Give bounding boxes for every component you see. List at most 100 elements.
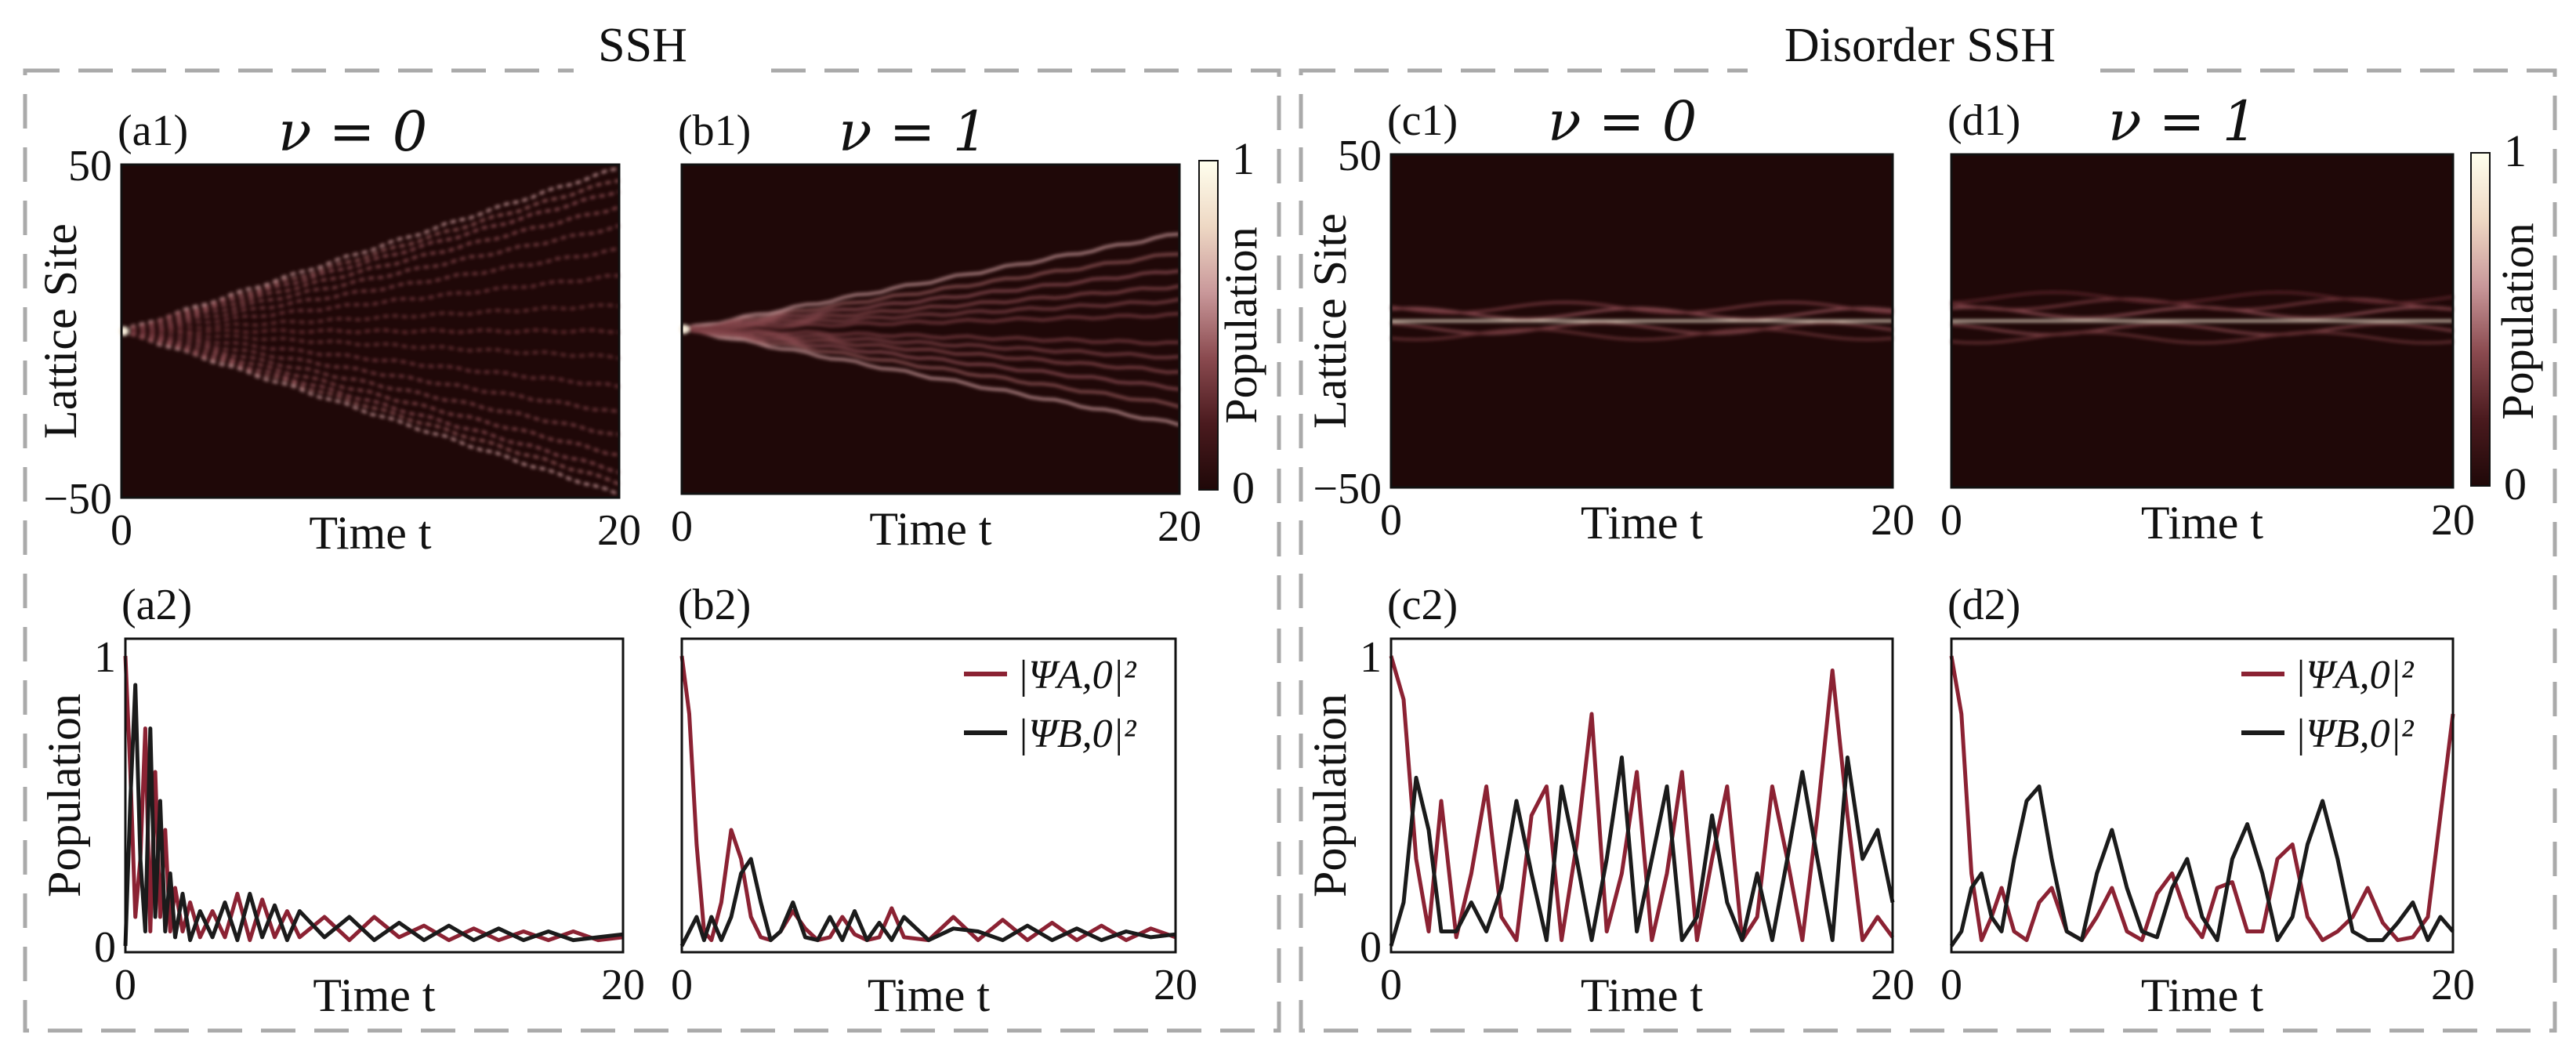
axes-frame [1389, 637, 1894, 954]
y-tick-label: −50 [43, 475, 112, 524]
y-tick-label: 0 [1360, 923, 1382, 972]
panel-title: ν = 0 [278, 100, 427, 164]
heatmap-trajectory [121, 190, 620, 332]
disorder-group-title: Disorder SSH [1784, 19, 2056, 72]
panel-label: (a1) [118, 107, 188, 155]
x-tick-label: 0 [1940, 961, 1962, 1009]
axes-frame [1389, 153, 1894, 489]
plot-background [125, 639, 623, 952]
y-tick-label: 50 [1338, 132, 1382, 180]
legend-label: |ΨA,0|² [2295, 653, 2415, 697]
x-tick-label: 20 [597, 506, 641, 555]
heatmap-trajectory [681, 326, 1180, 408]
panel-label: (b2) [678, 581, 751, 629]
x-axis-label: Time t [1581, 497, 1704, 549]
x-tick-label: 20 [1871, 496, 1915, 545]
heatmap-intensity [679, 232, 1180, 426]
heatmap-trajectory [681, 269, 1180, 330]
colorbar-max-label: 1 [2504, 125, 2527, 176]
disorder-group-frame [1299, 68, 2557, 1033]
x-tick-label: 20 [1871, 961, 1915, 1009]
series-line-psi-b0 [679, 857, 1176, 947]
colorbar-max-label: 1 [1232, 133, 1255, 184]
series-line-psi-a0 [1389, 655, 1895, 943]
y-axis-label: Population [38, 694, 90, 897]
heatmap-trajectory [121, 205, 620, 333]
colorbar-min-label: 0 [2504, 458, 2527, 509]
colorbar-min-label: 0 [1232, 462, 1255, 513]
series-line-psi-b0 [1389, 755, 1895, 947]
x-axis-label: Time t [1581, 969, 1704, 1021]
y-tick-label: 1 [94, 633, 116, 682]
colorbar-title: Population [1216, 226, 1266, 423]
heatmap-intensity [1390, 300, 1893, 342]
axes-frame [1950, 153, 2455, 489]
panel-d1: (d1) ν = 1 0 20 Time t [1940, 89, 2475, 549]
heatmap-localized-band [1951, 297, 2454, 311]
axes-frame [680, 637, 1177, 954]
panel-a1: (a1) ν = 0 0 20 Time t 50 −50 Lattice Site [34, 100, 641, 559]
x-tick-label: 0 [1380, 496, 1402, 545]
x-axis-label: Time t [2141, 497, 2264, 549]
heatmap-trajectory [121, 329, 620, 457]
heatmap-trajectory [121, 328, 620, 474]
heatmap-localized-band [1390, 300, 1893, 315]
panel-label: (d1) [1947, 96, 2020, 145]
panel-label: (c2) [1387, 581, 1458, 629]
y-axis-label: Population [1304, 694, 1356, 897]
x-tick-label: 0 [671, 502, 693, 551]
panel-label: (b1) [678, 107, 751, 155]
legend-label: |ΨA,0|² [1017, 653, 1137, 697]
heatmap-trajectory [121, 328, 620, 361]
legend-label: |ΨB,0|² [1017, 712, 1137, 756]
axes-frame [680, 163, 1181, 495]
panel-b1: (b1) ν = 1 0 20 Time t [671, 100, 1201, 555]
series-line-psi-a0 [679, 655, 1176, 943]
ssh-group-frame [23, 68, 1281, 1033]
heatmap-intensity [119, 167, 620, 496]
x-axis-label: Time t [309, 507, 432, 559]
y-axis-label: Lattice Site [1304, 213, 1356, 429]
heatmap-trajectory [681, 284, 1180, 332]
heatmap-background [682, 165, 1179, 494]
heatmap-trajectory [681, 312, 1180, 332]
panel-title: ν = 1 [839, 100, 987, 164]
axes-frame [120, 163, 621, 499]
axes-frame [124, 637, 625, 954]
heatmap-trajectory [681, 252, 1180, 330]
heatmap-intensity [1951, 291, 2454, 345]
panel-label: (a2) [121, 581, 192, 629]
colorbar-ssh: 1 0 Population [1198, 133, 1266, 513]
heatmap-localized-band [1390, 306, 1893, 321]
x-axis-label: Time t [869, 503, 992, 555]
colorbar-title: Population [2492, 223, 2543, 419]
heatmap-trajectory [681, 326, 1180, 391]
heatmap-localized-band [1951, 322, 2454, 336]
heatmap-localized-band [1951, 291, 2454, 305]
panel-d2: |ΨA,0|² |ΨB,0|² (d2) 0 20 Time t [1940, 581, 2475, 1021]
colorbar-gradient [1198, 160, 1219, 491]
panel-title: ν = 0 [1548, 89, 1697, 154]
x-tick-label: 0 [1940, 496, 1962, 545]
heatmap-trajectory [121, 303, 620, 332]
heatmap-trajectory [681, 328, 1180, 374]
heatmap-localized-band [1390, 327, 1893, 342]
x-tick-label: 20 [2431, 496, 2475, 545]
x-axis-label: Time t [2141, 969, 2264, 1021]
panel-b2: |ΨA,0|² |ΨB,0|² (b2) 0 20 Time t [671, 581, 1197, 1021]
panel-label: (d2) [1947, 581, 2020, 629]
heatmap-trajectory [121, 328, 620, 486]
series-line-psi-a0 [1949, 655, 2455, 943]
heatmap-trajectory [681, 327, 1180, 346]
x-tick-label: 20 [1154, 961, 1197, 1009]
plot-background [682, 639, 1176, 952]
heatmap-localized-band [1951, 331, 2454, 345]
x-tick-label: 20 [2431, 961, 2475, 1009]
x-tick-label: 0 [671, 961, 693, 1009]
panel-title: ν = 1 [2108, 89, 2257, 154]
ssh-group-title: SSH [598, 19, 687, 72]
colorbar-gradient [2470, 152, 2491, 487]
plot-background [1951, 639, 2453, 952]
